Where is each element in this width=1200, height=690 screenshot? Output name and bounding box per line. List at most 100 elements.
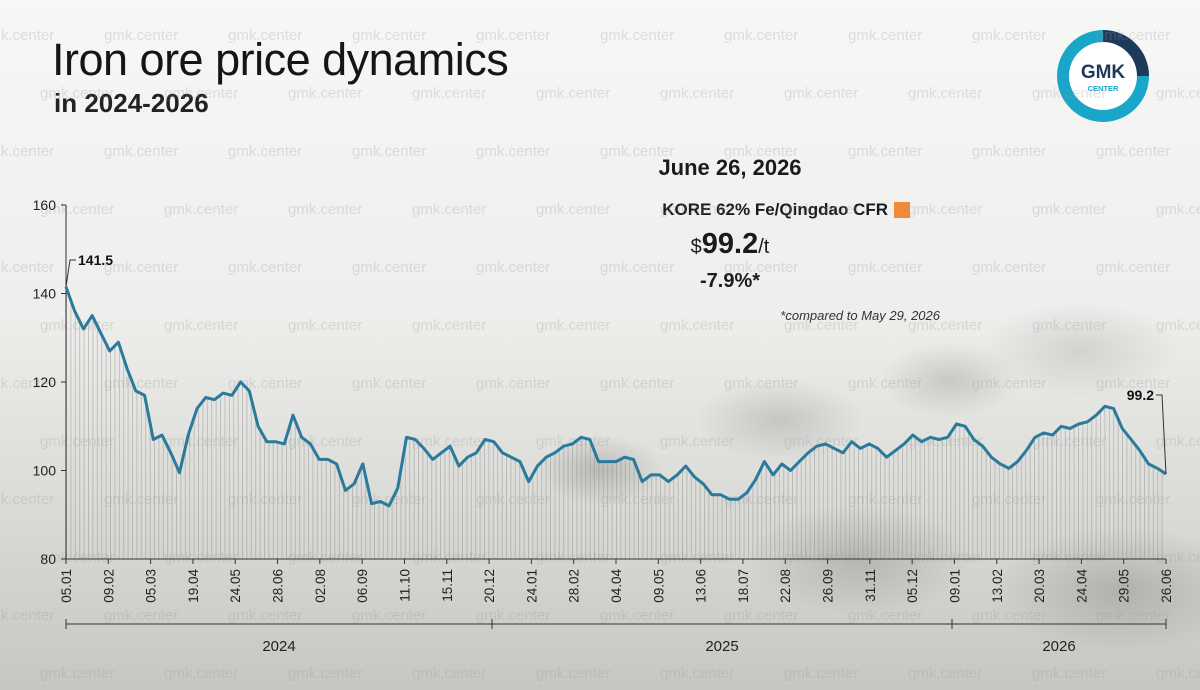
year-label: 2024 [262, 638, 295, 655]
watermark-text: gmk.center [908, 317, 982, 334]
watermark-text: gmk.center [536, 665, 610, 682]
x-tick-label: 28.06 [271, 569, 286, 603]
watermark-text: gmk.center [784, 317, 858, 334]
annotation-label: 141.5 [78, 252, 113, 268]
x-tick-label: 29.05 [1117, 569, 1132, 603]
x-tick-label: 05.12 [905, 569, 920, 603]
watermark-text: gmk.center [104, 259, 178, 276]
watermark-text: gmk.center [908, 201, 982, 218]
watermark-text: gmk.center [660, 85, 734, 102]
watermark-text: gmk.center [784, 665, 858, 682]
watermark-text: gmk.center [412, 201, 486, 218]
watermark-text: gmk.center [1032, 665, 1106, 682]
x-tick-label: 18.07 [736, 569, 751, 603]
watermark-text: gmk.center [164, 85, 238, 102]
watermark-text: gmk.center [476, 27, 550, 44]
watermark-text: gmk.center [1032, 201, 1106, 218]
watermark-text: gmk.center [476, 259, 550, 276]
watermark-text: gmk.center [724, 27, 798, 44]
y-tick-label: 100 [33, 463, 57, 479]
logo-text-sub: CENTER [1088, 84, 1119, 93]
gmk-center-logo: GMK CENTER [1057, 30, 1149, 122]
watermark-text: gmk.center [0, 491, 54, 508]
x-tick-label: 26.06 [1159, 569, 1174, 603]
watermark-text: gmk.center [660, 665, 734, 682]
x-tick-label: 20.03 [1032, 569, 1047, 603]
info-price: $99.2/t [640, 228, 820, 261]
watermark-text: gmk.center [164, 201, 238, 218]
watermark-text: gmk.center [600, 607, 674, 624]
x-tick-label: 02.08 [313, 569, 328, 603]
info-series: KORE 62% Fe/Qingdao CFR [500, 200, 910, 220]
watermark-text: gmk.center [908, 665, 982, 682]
watermark-text: gmk.center [412, 433, 486, 450]
watermark-text: gmk.center [600, 143, 674, 160]
x-tick-label: 05.03 [144, 569, 159, 603]
watermark-text: gmk.center [1156, 549, 1200, 566]
watermark-text: gmk.center [164, 665, 238, 682]
watermark-text: gmk.center [660, 433, 734, 450]
watermark-text: gmk.center [1156, 85, 1200, 102]
year-label: 2025 [705, 638, 738, 655]
watermark-text: gmk.center [228, 259, 302, 276]
watermark-text: gmk.center [1096, 259, 1170, 276]
watermark-text: gmk.center [0, 259, 54, 276]
x-tick-label: 24.04 [1074, 569, 1089, 603]
watermark-text: gmk.center [40, 201, 114, 218]
watermark-text: gmk.center [724, 607, 798, 624]
watermark-text: gmk.center [40, 85, 114, 102]
info-date: June 26, 2026 [658, 155, 802, 180]
watermark-text: gmk.center [536, 317, 610, 334]
x-tick-label: 19.04 [186, 569, 201, 603]
watermark-text: gmk.center [0, 375, 54, 392]
chart-area-fill [66, 286, 1166, 559]
watermark-text: gmk.center [972, 607, 1046, 624]
x-tick-label: 22.08 [778, 569, 793, 603]
watermark-text: gmk.center [352, 143, 426, 160]
watermark-text: gmk.center [288, 317, 362, 334]
watermark-text: gmk.center [536, 201, 610, 218]
price-series-line [64, 286, 1167, 508]
info-footnote: *compared to May 29, 2026 [780, 308, 940, 323]
y-tick-label: 140 [33, 286, 57, 302]
watermark-text: gmk.center [476, 607, 550, 624]
price-unit: /t [758, 236, 770, 258]
watermark-text: gmk.center [848, 143, 922, 160]
watermark-text: gmk.center [1032, 317, 1106, 334]
watermark-text: gmk.center [848, 607, 922, 624]
watermark-text: gmk.center [660, 317, 734, 334]
x-tick-label: 11.10 [397, 569, 412, 602]
watermark-text: gmk.center [848, 27, 922, 44]
watermark-text: gmk.center [536, 85, 610, 102]
watermark-text: gmk.center [352, 607, 426, 624]
annotation-leader [65, 259, 76, 287]
watermark-text: gmk.center [724, 375, 798, 392]
info-series-name: KORE 62% Fe/Qingdao CFR [662, 200, 888, 219]
watermark-text: gmk.center [40, 665, 114, 682]
watermark-text: gmk.center [104, 27, 178, 44]
logo-text-main: GMK [1081, 62, 1126, 83]
x-tick-label: 05.01 [59, 569, 74, 603]
annotation-label: 99.2 [1127, 387, 1154, 403]
watermark-text: gmk.center [784, 85, 858, 102]
watermark-text: gmk.center [972, 27, 1046, 44]
watermark-text: gmk.center [412, 85, 486, 102]
watermark-text: gmk.center [1032, 85, 1106, 102]
y-tick-label: 160 [33, 197, 57, 213]
watermark-text: gmk.center [600, 27, 674, 44]
x-tick-label: 15.11 [440, 569, 455, 602]
watermark-text: gmk.center [1096, 375, 1170, 392]
chart-axes: 80 100 120 140 160 05.01 09.02 05.03 19.04 24.05 2… [33, 197, 1174, 655]
x-tick-label: 04.04 [609, 569, 624, 603]
x-tick-label: 09.05 [651, 569, 666, 603]
watermark-text: gmk.center [1156, 433, 1200, 450]
x-tick-label: 13.02 [990, 569, 1005, 603]
page-subtitle: in 2024-2026 [54, 88, 209, 118]
watermark-text: gmk.center [164, 317, 238, 334]
watermark-text: gmk.center [0, 27, 54, 44]
watermark-text: gmk.center [908, 85, 982, 102]
page-title: Iron ore price dynamics [52, 34, 509, 85]
watermark-text: gmk.center [848, 375, 922, 392]
watermark-text: gmk.center [0, 143, 54, 160]
